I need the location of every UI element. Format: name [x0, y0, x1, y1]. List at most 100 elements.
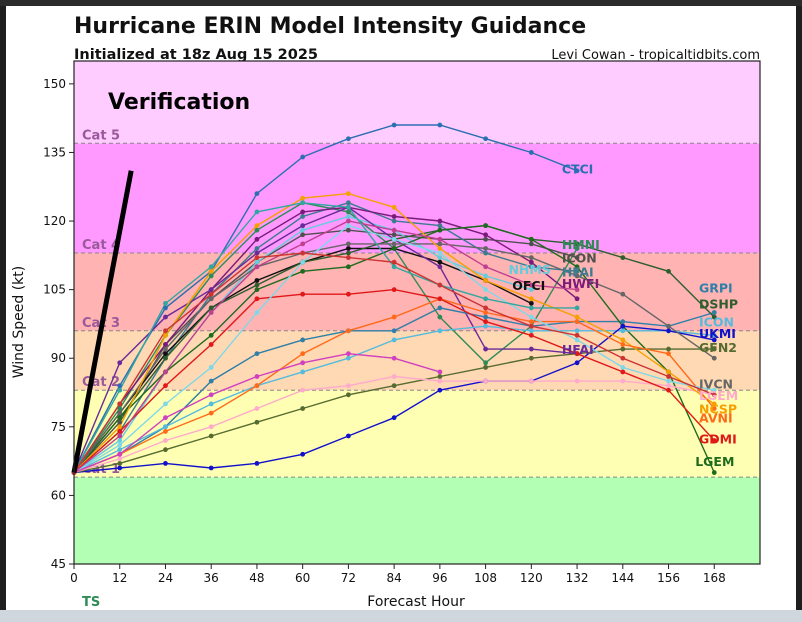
series-point-lgem [483, 223, 488, 229]
series-point-unlabeled [300, 250, 306, 256]
series-point-gdmi [711, 438, 717, 443]
band-cat-5 [74, 61, 760, 144]
series-point-ncsp [574, 314, 580, 320]
series-point-icon [711, 332, 717, 338]
series-point-lgem [391, 246, 397, 251]
series-point-grpi [300, 337, 306, 343]
series-point-unlabeled [163, 401, 168, 407]
series-point-lgem [254, 287, 260, 293]
series-point-lgem [391, 374, 397, 379]
series-point-unlabeled [254, 374, 260, 379]
series-point-unlabeled [300, 200, 306, 206]
band-label: Cat 4 [82, 238, 120, 253]
x-tick-label: 60 [295, 571, 310, 585]
series-point-avni [391, 314, 397, 320]
series-point-icon [208, 401, 214, 407]
series-point-avni [528, 319, 534, 325]
series-point-lgem [437, 227, 443, 233]
series-point-icon [391, 232, 397, 238]
series-label-dshp: DSHP [699, 296, 738, 311]
series-point-unlabeled [437, 236, 443, 242]
series-point-nhms [300, 227, 306, 233]
series-point-ncsp [620, 337, 626, 343]
series-point-grpi [254, 351, 260, 357]
series-point-hmni [346, 209, 351, 215]
series-point-avni [300, 351, 306, 357]
series-point-icon [346, 355, 351, 361]
series-label-ofci: OFCI [512, 278, 545, 293]
series-point-avni [163, 428, 168, 434]
series-point-ivcn [346, 241, 351, 247]
chart-subtitle: Initialized at 18z Aug 15 2025 [74, 47, 318, 63]
series-point-icon [391, 337, 397, 343]
series-point-lgem [117, 415, 123, 421]
series-point-hfai [254, 250, 260, 256]
series-point-ivcn [391, 241, 397, 247]
series-point-grpi [437, 305, 443, 311]
series-line-hmni [73, 202, 578, 473]
series-point-unlabeled [300, 241, 306, 247]
series-point-lgem [208, 424, 214, 430]
series-point-gdmi [300, 291, 306, 297]
series-label-ivcn: IVCN [699, 376, 733, 391]
series-point-nhms [483, 273, 488, 279]
series-point-unlabeled [117, 442, 123, 448]
x-tick-label: 96 [432, 571, 447, 585]
band-label: Cat 5 [82, 128, 120, 143]
series-point-gdmi [620, 369, 626, 375]
y-tick-label: 150 [43, 77, 66, 91]
series-point-unlabeled [346, 204, 351, 210]
series-point-lgem [163, 438, 168, 443]
series-point-dshp [666, 268, 671, 274]
x-tick-label: 36 [204, 571, 219, 585]
x-tick-label: 72 [341, 571, 356, 585]
series-point-lgem [620, 378, 626, 384]
series-point-grpi [483, 314, 488, 320]
plot-frame [73, 60, 761, 565]
series-point-unlabeled [117, 401, 123, 407]
series-point-ofci [163, 351, 168, 357]
series-point-ivcn [437, 241, 443, 247]
series-point-unlabeled [346, 218, 351, 224]
series-point-avni [346, 328, 351, 334]
series-point-grpi [711, 310, 717, 315]
band-ts [74, 477, 760, 564]
series-point-unlabeled [574, 337, 580, 343]
y-tick-label: 60 [51, 488, 66, 502]
series-point-gfn2 [346, 392, 351, 398]
chart-card: Hurricane ERIN Model Intensity Guidance … [6, 6, 796, 610]
series-point-gdmi [117, 428, 123, 434]
series-point-ivcn [483, 246, 488, 251]
series-point-lgem [346, 264, 351, 270]
series-point-unlabeled [117, 387, 123, 393]
series-point-grpi [208, 378, 214, 384]
series-point-unlabeled [437, 282, 443, 288]
x-tick-label: 0 [70, 571, 78, 585]
series-point-unlabeled [163, 415, 168, 421]
series-point-unlabeled [483, 264, 488, 270]
series-point-ukmi [666, 328, 671, 334]
series-point-unlabeled [711, 392, 717, 398]
series-label-gdmi: GDMI [699, 431, 737, 446]
series-point-unlabeled [574, 305, 580, 311]
series-point-ofci [528, 300, 534, 306]
y-tick-label: 120 [43, 214, 66, 228]
series-point-ofci [437, 259, 443, 265]
series-point-lgem [666, 383, 671, 389]
x-tick-label: 84 [386, 571, 401, 585]
series-point-icon [300, 369, 306, 375]
series-point-gfn2 [483, 364, 488, 370]
series-point-ivcn [117, 410, 123, 416]
series-point-nhms [437, 255, 443, 261]
x-tick-label: 156 [657, 571, 680, 585]
series-point-dshp [711, 314, 717, 320]
series-point-icon [620, 328, 626, 334]
series-point-avni [620, 342, 626, 347]
x-axis-label: Forecast Hour [367, 594, 465, 610]
series-label-hfai: HFAI [562, 342, 594, 357]
series-point-hfai [437, 223, 443, 229]
series-point-ctci [254, 191, 260, 197]
y-tick-label: 45 [51, 557, 66, 571]
intensity-chart: Hurricane ERIN Model Intensity Guidance … [11, 14, 761, 610]
series-point-nhms [117, 438, 123, 443]
